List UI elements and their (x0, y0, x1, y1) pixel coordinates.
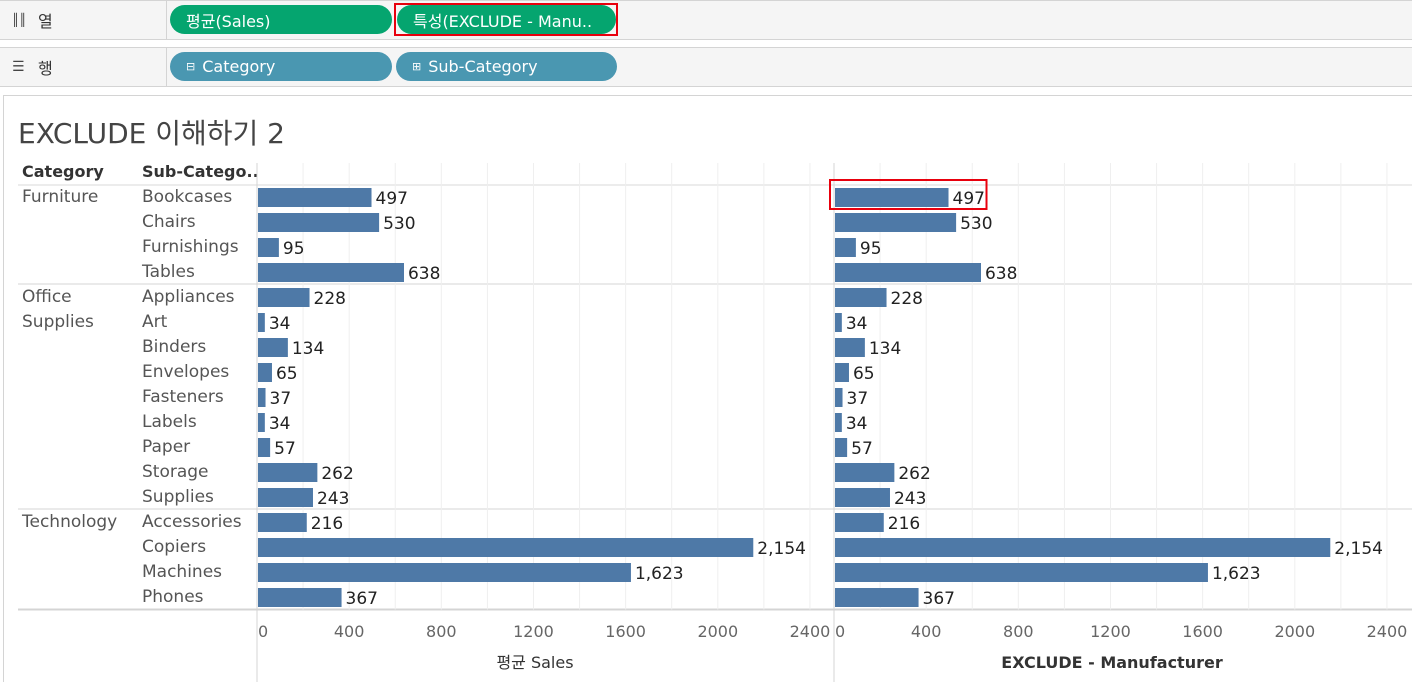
sub-category-label: Fasteners (142, 387, 224, 407)
expand-icon: ⊞ (412, 60, 422, 73)
collapse-icon: ⊟ (186, 60, 196, 73)
sub-category-pill-label: Sub-Category (428, 57, 538, 76)
sub-category-label: Copiers (142, 537, 207, 557)
category-label: Technology (22, 512, 118, 532)
sub-category-label: Art (142, 312, 168, 332)
sub-category-label: Machines (142, 562, 223, 582)
columns-label: 열 (38, 12, 53, 31)
category-label: Office (22, 287, 72, 307)
columns-shelf: ║║ 열 평균(Sales) 특성(EXCLUDE - Manu.. (0, 0, 1412, 40)
sub-category-label: Storage (142, 462, 209, 482)
sub-category-label: Accessories (142, 512, 242, 532)
avg-sales-pill-label: 평균(Sales) (186, 11, 271, 31)
rows-shelf-label: ☰ 행 (0, 48, 167, 86)
sub-category-label: Envelopes (142, 362, 230, 382)
sub-category-label: Appliances (142, 287, 235, 307)
exclude-manufacturer-pill[interactable]: 특성(EXCLUDE - Manu.. (397, 5, 616, 34)
rows-shelf: ☰ 행 ⊟ Category ⊞ Sub-Category (0, 47, 1412, 87)
exclude-manufacturer-pill-label: 특성(EXCLUDE - Manu.. (413, 11, 593, 31)
sub-category-label: Phones (142, 587, 204, 607)
sub-category-pill[interactable]: ⊞ Sub-Category (396, 52, 617, 81)
chart-title: EXCLUDE 이해하기 2 (18, 117, 285, 150)
view-frame (3, 95, 1412, 682)
sub-category-label: Labels (142, 412, 197, 432)
rows-label: 행 (38, 59, 53, 78)
sub-category-label: Furnishings (142, 237, 239, 257)
category-header: Category (22, 162, 104, 181)
avg-sales-pill[interactable]: 평균(Sales) (170, 5, 392, 34)
rows-icon: ☰ (12, 59, 25, 75)
sub-category-label: Bookcases (142, 187, 233, 207)
sub-category-label: Supplies (142, 487, 214, 507)
sub-category-label: Chairs (142, 212, 196, 232)
category-pill-label: Category (202, 57, 276, 76)
pill-highlight-box (394, 3, 618, 36)
sub-category-label: Binders (142, 337, 207, 357)
columns-icon: ║║ (12, 13, 27, 27)
columns-shelf-label: ║║ 열 (0, 1, 167, 39)
category-pill[interactable]: ⊟ Category (170, 52, 392, 81)
category-label: Furniture (22, 187, 99, 207)
sub-category-label: Paper (142, 437, 191, 457)
category-label: Supplies (22, 312, 94, 332)
sub-category-header: Sub-Catego.. (142, 162, 259, 181)
sub-category-label: Tables (142, 262, 195, 282)
